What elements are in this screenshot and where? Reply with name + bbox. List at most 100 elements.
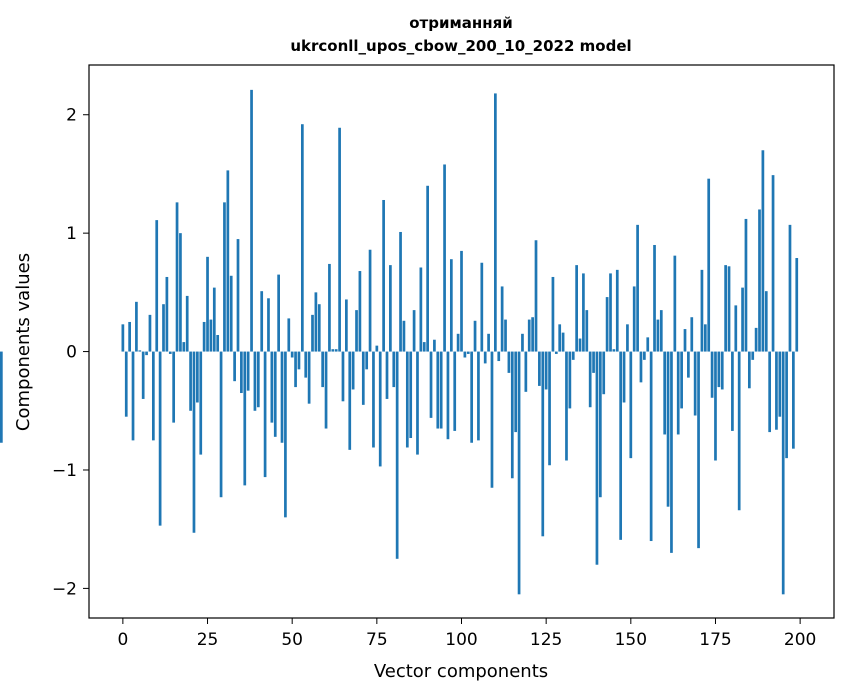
chart-title-line-1: отриманняй: [409, 14, 513, 32]
plot-frame: [88, 64, 835, 619]
bar: [615, 269, 619, 352]
bar: [290, 351, 294, 358]
bar: [480, 262, 484, 352]
x-tick-label: 50: [281, 630, 303, 650]
bar: [700, 269, 704, 352]
bar: [236, 239, 240, 352]
bar: [761, 150, 765, 352]
bar: [500, 286, 504, 352]
bar: [639, 351, 643, 383]
x-tick-label: 175: [699, 630, 731, 650]
bar: [148, 314, 152, 352]
x-tick-label: 125: [530, 630, 562, 650]
bar: [720, 351, 724, 390]
bar: [311, 314, 314, 352]
bar: [778, 351, 782, 417]
bar: [297, 351, 301, 370]
bar: [714, 351, 717, 461]
bar: [165, 276, 169, 352]
bar: [483, 351, 487, 364]
bar: [534, 240, 538, 352]
bar: [243, 351, 247, 486]
bar: [687, 351, 690, 378]
bar: [775, 351, 778, 430]
bar: [453, 351, 457, 431]
bar: [229, 275, 233, 352]
bar: [629, 351, 633, 459]
bar: [382, 199, 385, 352]
bar: [348, 351, 352, 450]
bar: [561, 332, 565, 352]
bar: [707, 178, 711, 352]
y-tick-label: 0: [66, 343, 77, 363]
bar: [202, 321, 206, 352]
bar: [307, 351, 311, 404]
bar: [551, 276, 555, 352]
bar: [158, 351, 162, 526]
bar: [263, 351, 267, 478]
bar: [402, 320, 406, 352]
bar: [317, 304, 321, 352]
bar: [185, 295, 189, 352]
x-tick-label: 200: [784, 630, 816, 650]
bar: [670, 351, 673, 553]
bar: [504, 319, 507, 352]
bar: [595, 351, 599, 565]
bar: [673, 255, 677, 352]
bar: [538, 351, 541, 386]
bar: [351, 351, 355, 390]
bar: [253, 351, 257, 411]
bar: [324, 351, 328, 429]
bar: [724, 265, 727, 352]
bar: [121, 324, 125, 352]
bar: [524, 351, 528, 392]
bar: [128, 321, 131, 352]
bar: [300, 124, 304, 352]
x-tick-label: 150: [615, 630, 647, 650]
bar: [487, 333, 490, 352]
bar: [436, 351, 440, 429]
bar: [680, 351, 683, 409]
bar: [690, 317, 694, 352]
bar: [124, 351, 128, 417]
bar: [781, 351, 785, 595]
bar: [294, 351, 297, 388]
bar: [619, 351, 623, 540]
bar: [409, 351, 413, 439]
bar: [199, 351, 203, 455]
bar: [470, 351, 474, 443]
x-tick-label: 100: [445, 630, 477, 650]
bar: [771, 175, 775, 352]
bar: [653, 244, 656, 352]
bar: [216, 334, 220, 352]
bar: [456, 333, 460, 352]
bar: [372, 351, 375, 448]
bar: [212, 287, 216, 352]
bar: [622, 351, 626, 403]
bar: [314, 292, 318, 352]
bar: [141, 351, 145, 399]
bar: [737, 351, 741, 511]
bar: [754, 327, 758, 352]
bar: [693, 351, 697, 416]
bar: [378, 351, 382, 467]
bar: [656, 319, 660, 352]
y-tick-label: 1: [66, 224, 77, 244]
bar: [172, 351, 176, 423]
bar: [358, 271, 362, 352]
bar: [544, 351, 548, 390]
bar: [416, 351, 419, 455]
bar: [446, 351, 450, 440]
bar: [463, 351, 467, 358]
x-tick-label: 0: [117, 630, 128, 650]
bar: [151, 351, 155, 441]
bar: [429, 351, 433, 418]
bar: [145, 351, 148, 356]
x-tick-label: 75: [366, 630, 388, 650]
bar: [612, 349, 616, 352]
bar: [426, 185, 429, 352]
bar: [626, 324, 629, 352]
bar: [328, 263, 331, 352]
bar: [368, 249, 372, 352]
bar: [392, 351, 396, 388]
